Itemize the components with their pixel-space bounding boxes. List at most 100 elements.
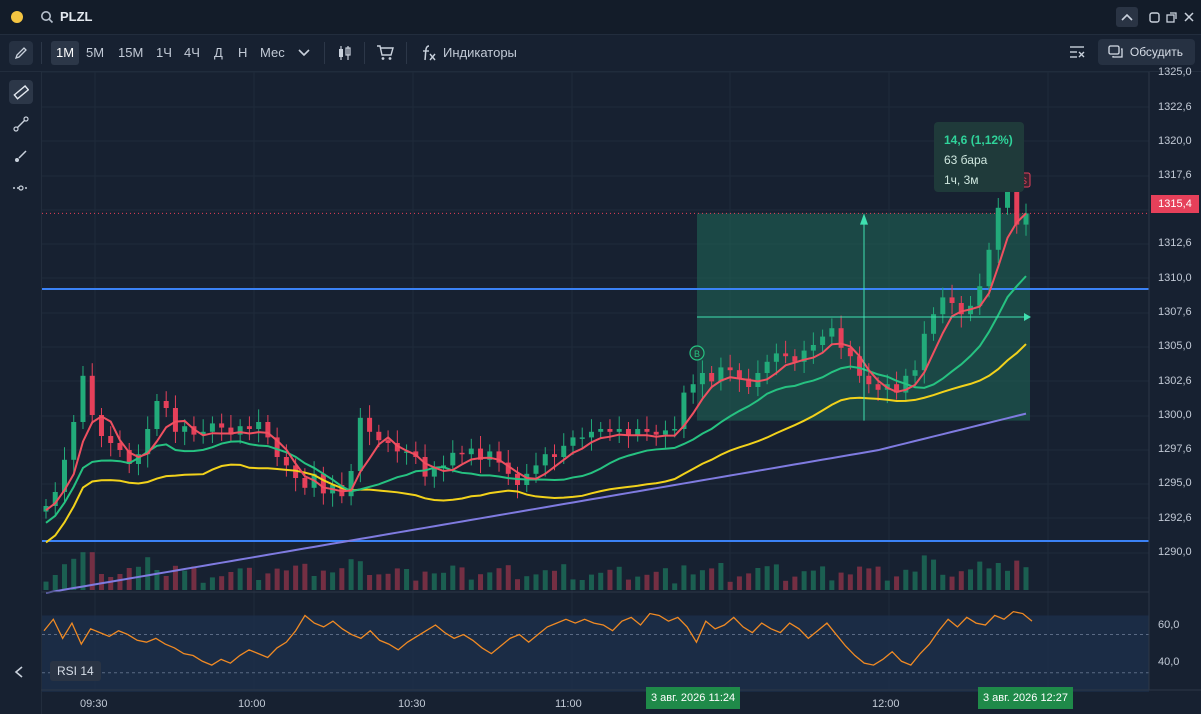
collapse-panel-icon[interactable] <box>14 666 24 678</box>
volume-bar <box>616 566 622 590</box>
candle-body <box>561 445 567 457</box>
price-label: 1290,0 <box>1158 546 1192 558</box>
time-label: 09:30 <box>80 698 108 710</box>
clear-drawings-icon[interactable] <box>1069 44 1085 60</box>
timeframe-1h[interactable]: 1Ч <box>156 45 172 60</box>
volume-bar <box>746 573 752 590</box>
candle-body <box>117 443 123 450</box>
volume-bar <box>200 582 206 590</box>
buy-marker[interactable] <box>689 345 705 361</box>
volume-bar <box>579 580 585 590</box>
candle-body <box>958 303 964 315</box>
rsi-legend[interactable]: RSI 14 <box>50 661 101 681</box>
volume-bar <box>940 574 946 590</box>
candle-body <box>551 454 557 457</box>
timeframe-day[interactable]: Д <box>214 45 223 60</box>
cart-icon[interactable] <box>376 44 394 61</box>
measure-tooltip: 14,6 (1,12%) 63 бара 1ч, 3м <box>934 122 1024 192</box>
volume-bar <box>191 566 197 590</box>
volume-bar <box>515 579 521 590</box>
indicators-button[interactable]: Индикаторы <box>443 45 517 60</box>
close-button[interactable] <box>1178 7 1200 27</box>
symbol-title[interactable]: PLZL <box>60 9 93 24</box>
trendline-tool-button[interactable] <box>9 112 33 136</box>
timeframe-1m[interactable]: 1М <box>51 41 80 65</box>
volume-bar <box>690 574 696 590</box>
candle-body <box>709 373 715 382</box>
timeframe-week[interactable]: Н <box>238 45 248 60</box>
time-label: 11:00 <box>555 698 582 710</box>
candlestick-type-icon[interactable] <box>337 45 353 61</box>
volume-bar <box>857 566 863 590</box>
timeframe-month[interactable]: Мес <box>260 45 285 60</box>
price-label: 1322,6 <box>1158 101 1192 113</box>
volume-bar <box>1014 560 1020 590</box>
candle-body <box>450 452 456 466</box>
volume-bar <box>875 566 881 590</box>
volume-bar <box>644 574 650 590</box>
timeframe-5m[interactable]: 5М <box>86 45 105 60</box>
chevron-down-icon[interactable] <box>298 49 310 57</box>
volume-bar <box>431 573 437 590</box>
window-dot-icon[interactable] <box>11 11 23 23</box>
volume-bar <box>413 580 419 590</box>
candle-body <box>228 427 234 435</box>
rsi-panel[interactable] <box>42 615 1149 692</box>
volume-bar <box>625 579 631 590</box>
volume-bar <box>783 580 789 590</box>
volume-bar <box>866 568 872 590</box>
maximize-button[interactable] <box>1143 7 1165 27</box>
volume-bar <box>357 561 363 590</box>
candle-body <box>857 356 863 376</box>
candle-body <box>1005 191 1011 208</box>
timeframe-4h[interactable]: 4Ч <box>184 45 200 60</box>
candle-body <box>736 370 742 379</box>
ruler-tool-button[interactable] <box>9 80 33 104</box>
candlesticks <box>43 178 1029 519</box>
price-label: 1320,0 <box>1158 135 1192 147</box>
volume-bar <box>209 577 215 590</box>
rsi-level-label: 60,0 <box>1158 619 1180 631</box>
discuss-button[interactable]: Обсудить <box>1097 39 1195 65</box>
candle-body <box>542 454 548 466</box>
volume-bar <box>931 559 937 590</box>
indicators-icon[interactable] <box>420 44 438 62</box>
buy-marker-label: B <box>694 349 700 359</box>
volume-bar <box>172 565 178 590</box>
candle-body <box>977 286 983 306</box>
volume-bar <box>977 561 983 590</box>
candle-body <box>265 422 271 438</box>
draw-tool-button[interactable] <box>9 41 33 65</box>
search-icon[interactable] <box>40 10 54 24</box>
volume-bar <box>154 570 160 590</box>
candle-body <box>533 465 539 474</box>
volume-bar <box>912 571 918 590</box>
volume-bar <box>256 580 262 590</box>
candle-body <box>699 373 705 385</box>
volume-bar <box>367 575 373 590</box>
candle-body <box>71 422 77 460</box>
collapse-button[interactable] <box>1116 7 1138 27</box>
candle-body <box>783 353 789 357</box>
detach-button[interactable] <box>1160 7 1182 27</box>
horizontal-line-icon <box>13 185 29 191</box>
candle-body <box>995 207 1001 250</box>
candle-body <box>746 378 752 387</box>
horizontal-line-tool-button[interactable] <box>9 176 33 200</box>
pencil-icon <box>14 47 27 60</box>
candle-body <box>145 429 151 455</box>
candle-body <box>422 457 428 477</box>
candle-body <box>126 450 132 464</box>
ma-slow-line <box>45 343 1027 544</box>
volume-bar <box>653 571 659 590</box>
timeframe-15m[interactable]: 15М <box>118 45 144 60</box>
volume-bar <box>459 567 465 590</box>
volume-bar <box>265 573 271 590</box>
brush-tool-button[interactable] <box>9 144 33 168</box>
candle-body <box>727 367 733 371</box>
candle-body <box>505 462 511 474</box>
candle-body <box>154 401 160 429</box>
candle-body <box>487 451 493 460</box>
candle-body <box>1023 213 1029 225</box>
